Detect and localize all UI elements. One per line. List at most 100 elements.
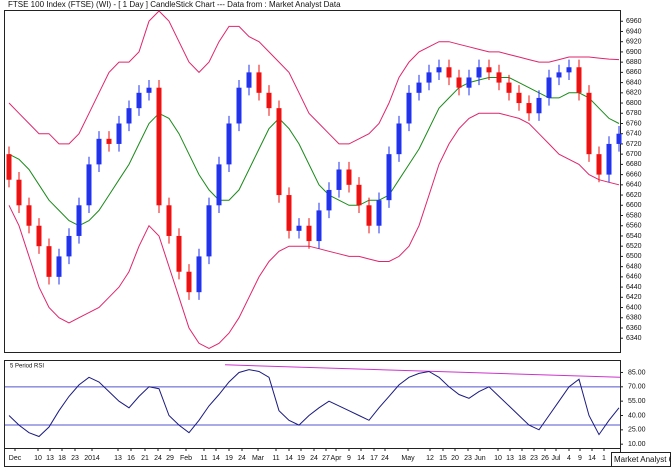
x-tick-label: Apr <box>331 455 343 462</box>
candle-body <box>86 164 92 206</box>
candle-body <box>16 179 22 206</box>
x-tick-label: 23 <box>464 455 472 462</box>
candle-body <box>376 200 382 226</box>
candle-body <box>246 72 252 88</box>
x-tick-label: 23 <box>71 455 79 462</box>
x-tick-label: 9 <box>578 455 582 462</box>
y-tick-label: 6900 <box>626 49 642 56</box>
x-tick-label: 27 <box>322 455 330 462</box>
y-tick-label: 6400 <box>626 304 642 311</box>
candle-body <box>216 164 222 206</box>
candle-body <box>516 92 522 104</box>
candle-body <box>206 205 212 257</box>
candle-body <box>66 235 72 257</box>
y-tick-label: 6460 <box>626 274 642 281</box>
candle-body <box>576 67 582 93</box>
y-tick-label: 6360 <box>626 325 642 332</box>
rsi-panel <box>4 360 621 449</box>
candle-body <box>36 225 42 247</box>
rsi-tick-label: 10.00 <box>628 441 646 448</box>
x-tick-label: 29 <box>166 455 174 462</box>
rsi-trendline <box>224 364 621 378</box>
candle-body <box>196 256 202 293</box>
candle-body <box>56 256 62 277</box>
candle-body <box>46 246 52 277</box>
candle-body <box>536 97 542 114</box>
candle-body <box>366 205 372 226</box>
candle-body <box>446 67 452 78</box>
rsi-title: 5 Period RSI <box>10 364 44 370</box>
candle-body <box>96 138 102 165</box>
candle-body <box>156 87 162 206</box>
y-tick-label: 6960 <box>626 18 642 25</box>
x-tick-label: Dec <box>9 455 22 462</box>
y-tick-label: 6880 <box>626 59 642 66</box>
candle-body <box>226 123 232 165</box>
x-tick-label: 14 <box>285 455 293 462</box>
x-tick-label: 13 <box>114 455 122 462</box>
candle-body <box>596 154 602 175</box>
candle-body <box>386 154 392 201</box>
candle-body <box>506 82 512 93</box>
candle-body <box>426 72 432 83</box>
x-tick-label: 16 <box>127 455 135 462</box>
rsi-tick-label: 70.00 <box>628 384 646 391</box>
y-tick-label: 6620 <box>626 192 642 199</box>
chart-title: FTSE 100 Index (FTSE) (WI) - [ 1 Day ] C… <box>8 0 341 9</box>
y-tick-label: 6840 <box>626 79 642 86</box>
x-tick-label: May <box>401 455 415 462</box>
x-tick-label: 24 <box>238 455 246 462</box>
x-tick-label: 24 <box>154 455 162 462</box>
footer: Market Analyst 6 <box>614 455 671 464</box>
y-tick-label: 6780 <box>626 110 642 117</box>
x-tick-label: 26 <box>541 455 549 462</box>
x-tick-label: 19 <box>225 455 233 462</box>
y-tick-label: 6940 <box>626 28 642 35</box>
y-tick-label: 6500 <box>626 253 642 260</box>
y-tick-label: 6380 <box>626 315 642 322</box>
x-tick-label: 13 <box>506 455 514 462</box>
y-tick-label: 6600 <box>626 202 642 209</box>
x-tick-label: 15 <box>439 455 447 462</box>
x-tick-label: 18 <box>518 455 526 462</box>
y-tick-label: 6720 <box>626 141 642 148</box>
candle-body <box>186 271 192 293</box>
x-tick-label: 14 <box>588 455 596 462</box>
candle-body <box>556 72 562 78</box>
candle-body <box>456 77 462 88</box>
y-tick-label: 6860 <box>626 69 642 76</box>
candle-body <box>526 103 532 114</box>
y-tick-label: 6740 <box>626 131 642 138</box>
y-tick-label: 6800 <box>626 100 642 107</box>
candle-body <box>146 87 152 93</box>
x-tick-label: 13 <box>46 455 54 462</box>
candle-body <box>296 225 302 231</box>
candle-body <box>316 210 322 242</box>
candle-body <box>236 87 242 124</box>
y-tick-label: 6920 <box>626 39 642 46</box>
candle-body <box>26 205 32 226</box>
x-tick-label: 17 <box>370 455 378 462</box>
y-tick-label: 6480 <box>626 263 642 270</box>
candle-body <box>586 92 592 155</box>
candle-body <box>76 205 82 236</box>
x-tick-label: 10 <box>34 455 42 462</box>
y-tick-label: 6760 <box>626 120 642 127</box>
price-panel <box>4 10 621 353</box>
x-tick-label: Jul <box>552 455 561 462</box>
y-tick-label: 6420 <box>626 294 642 301</box>
candle-body <box>6 154 12 180</box>
x-tick-label: 14 <box>357 455 365 462</box>
rsi-line <box>8 369 620 438</box>
y-tick-label: 6820 <box>626 90 642 97</box>
candle-body <box>136 92 142 109</box>
candle-body <box>546 77 552 98</box>
y-tick-label: 6700 <box>626 151 642 158</box>
x-tick-label: 12 <box>426 455 434 462</box>
band-line <box>8 112 620 349</box>
y-tick-label: 6660 <box>626 171 642 178</box>
candle-body <box>346 169 352 185</box>
candle-body <box>336 169 342 190</box>
candle-body <box>106 138 112 144</box>
candle-body <box>416 82 422 93</box>
